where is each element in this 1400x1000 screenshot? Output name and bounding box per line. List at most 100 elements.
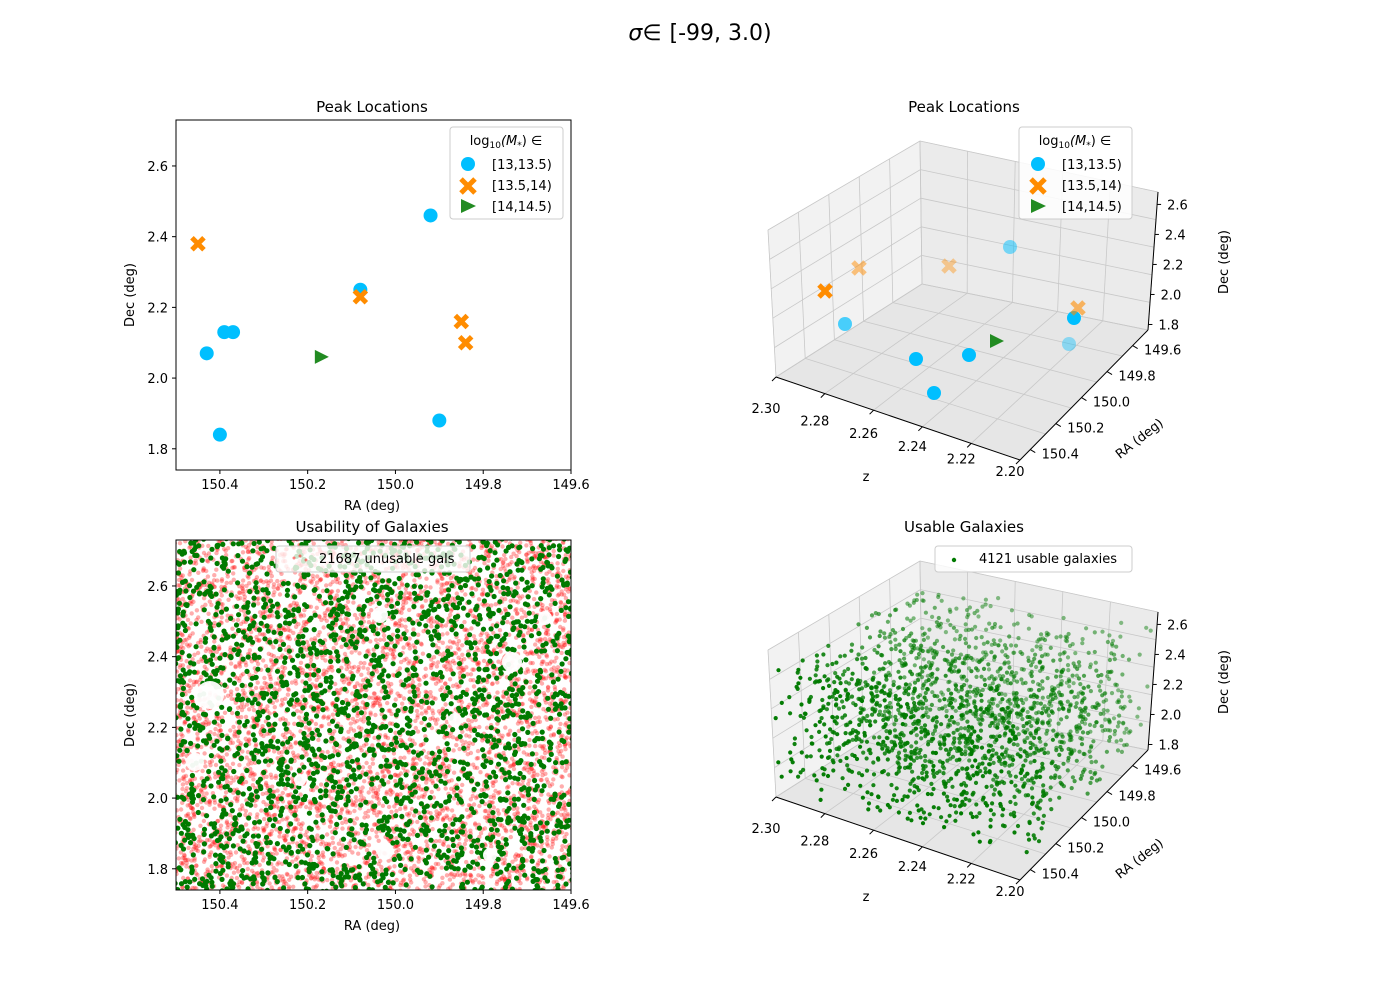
unusable-galaxy-point [336,851,341,857]
peaks-3d-z-tick [918,426,923,432]
unusable-galaxy-point [199,619,204,624]
unusable-galaxy-point [182,853,187,858]
unusable-galaxy-point [201,818,207,824]
unusable-galaxy-point [260,724,265,729]
unusable-galaxy-point [353,844,358,850]
unusable-galaxy-point [184,786,190,791]
unusable-galaxy-point [493,778,498,784]
unusable-galaxy-point [439,582,444,587]
unusable-galaxy-point [459,738,464,743]
unusable-galaxy-point [555,561,560,566]
unusable-galaxy-point [547,726,552,732]
unusable-galaxy-point [410,679,416,685]
unusable-galaxy-point [534,751,539,757]
unusable-galaxy-point [481,658,487,664]
unusable-galaxy-point [521,766,526,772]
unusable-galaxy-point [407,540,412,544]
peaks-3d-z-tick [869,409,874,415]
unusable-galaxy-point [558,721,563,727]
unusable-galaxy-point [394,808,399,814]
unusable-galaxy-point [484,631,489,636]
unusable-galaxy-point [515,600,521,605]
unusable-galaxy-point [455,646,461,651]
unusable-galaxy-point [213,762,219,768]
unusable-galaxy-point [411,600,416,606]
unusable-galaxy-point [418,641,424,646]
unusable-galaxy-point [469,586,474,591]
unusable-galaxy-point [565,811,570,817]
unusable-galaxy-point [563,574,569,579]
unusable-galaxy-point [200,812,205,817]
unusable-galaxy-point [433,861,439,867]
unusable-galaxy-point [495,690,500,695]
legend-label: [13,13.5) [492,158,552,173]
unusable-galaxy-point [431,661,436,666]
unusable-galaxy-point [171,575,175,579]
unusable-galaxy-point [233,729,238,734]
peaks-3d-gridline [858,176,864,322]
unusable-galaxy-point [554,611,560,617]
peaks-3d-ra-label: RA (deg) [1113,416,1167,462]
unusable-galaxy-point [231,565,236,570]
unusable-galaxy-point [195,736,200,741]
unusable-galaxy-point [254,815,259,820]
unusable-galaxy-point [194,863,199,868]
unusable-galaxy-point [273,775,278,781]
unusable-galaxy-point [406,641,411,646]
unusable-galaxy-point [430,866,436,871]
unusable-galaxy-point [565,710,570,715]
unusable-galaxy-point [330,701,335,706]
unusable-galaxy-point [271,812,277,818]
unusable-galaxy-point [419,720,424,725]
unusable-galaxy-point [541,707,546,712]
unusable-galaxy-point [215,753,220,758]
unusable-galaxy-point [228,692,234,697]
unusable-galaxy-point [407,591,412,596]
unusable-galaxy-point [408,840,413,846]
unusable-galaxy-point [497,790,502,795]
peak-3d-marker [990,334,1004,348]
unusable-galaxy-point [490,681,495,686]
unusable-galaxy-point [247,648,253,653]
unusable-galaxy-point [207,837,212,843]
unusable-galaxy-point [176,691,178,695]
unusable-galaxy-point [437,883,443,888]
unusable-galaxy-point [295,817,300,822]
unusable-galaxy-point [433,696,438,701]
unusable-galaxy-point [466,718,471,723]
peaks-3d-gridline [919,140,923,285]
unusable-galaxy-point [526,724,531,729]
unusable-galaxy-point [285,636,290,641]
unusable-galaxy-point [194,680,199,685]
unusable-galaxy-point [365,581,370,586]
peak-marker [199,346,214,361]
unusable-galaxy-point [259,565,264,570]
unusable-galaxy-point [355,713,360,718]
unusable-galaxy-point [293,808,299,813]
unusable-galaxy-point [465,746,471,751]
unusable-galaxy-point [180,758,186,763]
peak-marker [226,325,241,340]
unusable-galaxy-point [501,560,506,565]
unusable-galaxy-point [502,607,508,612]
unusable-galaxy-point [256,596,261,601]
unusable-galaxy-point [253,743,258,749]
unusable-galaxy-point [271,645,276,650]
peaks-3d-dec-tick-label: 2.0 [1161,288,1182,303]
unusable-galaxy-point [537,654,542,660]
unusable-galaxy-point [554,617,559,622]
unusable-galaxy-point [416,783,422,789]
unusable-galaxy-point [219,577,225,582]
unusable-galaxy-point [407,646,412,651]
unusable-galaxy-point [540,744,545,749]
unusable-galaxy-point [398,806,403,812]
unusable-galaxy-point [392,654,397,659]
unusable-galaxy-point [462,657,467,662]
unusable-galaxy-point [396,623,402,629]
unusable-galaxy-point [444,873,450,878]
unusable-galaxy-point [374,794,380,799]
unusable-galaxy-point [376,681,381,687]
unusable-galaxy-point [470,568,476,573]
unusable-galaxy-point [374,796,380,801]
peaks-3d-gridline [892,302,1123,357]
